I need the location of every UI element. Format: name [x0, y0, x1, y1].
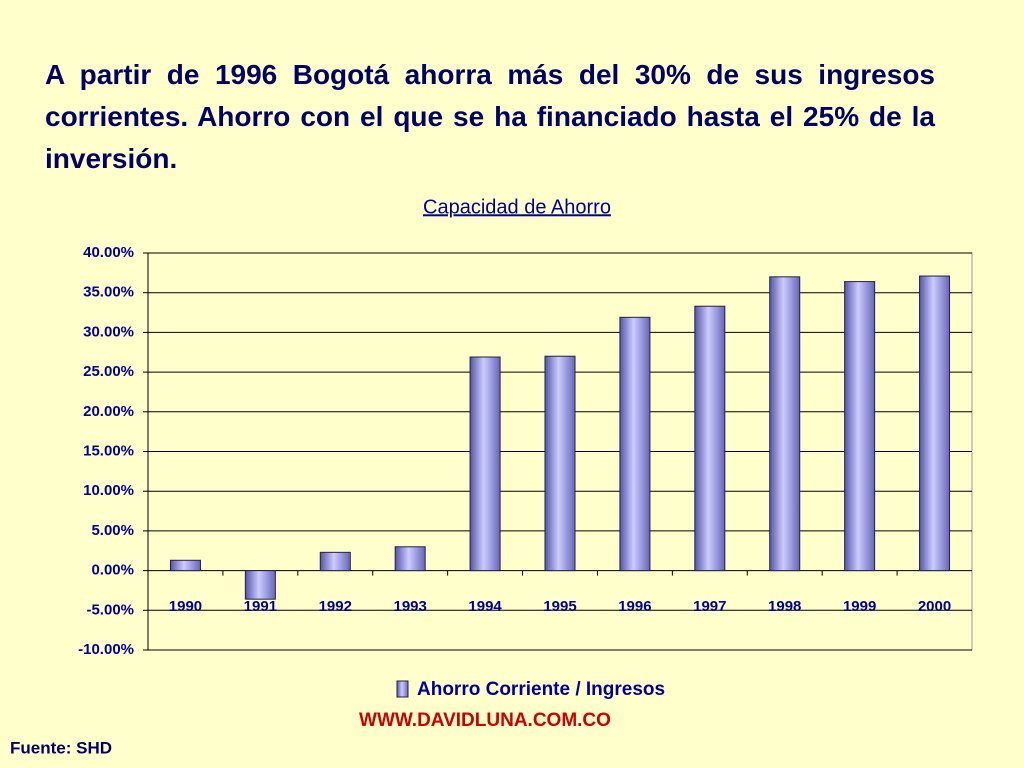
- x-tick-label: 1997: [693, 598, 726, 615]
- bar: [469, 356, 501, 572]
- legend-swatch: [396, 680, 409, 698]
- x-tick-label: 1994: [468, 598, 502, 615]
- y-tick-label: -5.00%: [86, 601, 134, 618]
- y-tick-label: 5.00%: [91, 522, 134, 539]
- bar: [694, 305, 726, 572]
- bar: [544, 355, 576, 572]
- y-tick-label: 10.00%: [83, 482, 134, 499]
- x-tick-label: 2000: [918, 598, 951, 615]
- bar: [769, 276, 801, 572]
- x-tick-label: 1990: [169, 598, 202, 615]
- x-tick-label: 1999: [843, 598, 876, 615]
- bar: [319, 551, 351, 572]
- y-tick-label: 15.00%: [83, 442, 134, 459]
- bar: [844, 281, 876, 572]
- bar: [919, 275, 951, 572]
- y-tick-label: -10.00%: [78, 641, 134, 658]
- chart-title: Capacidad de Ahorro: [423, 196, 611, 218]
- bar: [619, 316, 651, 572]
- y-tick-label: 40.00%: [83, 244, 134, 261]
- x-tick-label: 1996: [618, 598, 651, 615]
- y-tick-label: 35.00%: [83, 284, 134, 301]
- bar: [394, 546, 426, 572]
- x-tick-label: 1998: [768, 598, 801, 615]
- website: WWW.DAVIDLUNA.COM.CO: [359, 710, 611, 731]
- bar: [169, 559, 201, 572]
- y-tick-label: 25.00%: [83, 363, 134, 380]
- x-tick-label: 1995: [543, 598, 576, 615]
- bar: [244, 570, 276, 600]
- legend-label: Ahorro Corriente / Ingresos: [417, 679, 665, 700]
- y-tick-label: 20.00%: [83, 403, 134, 420]
- heading: A partir de 1996 Bogotá ahorra más del 3…: [45, 59, 935, 174]
- x-tick-label: 1991: [244, 598, 277, 615]
- y-tick-label: 0.00%: [91, 562, 134, 579]
- x-tick-label: 1993: [393, 598, 426, 615]
- source: Fuente: SHD: [10, 738, 112, 757]
- y-tick-label: 30.00%: [83, 323, 134, 340]
- x-tick-label: 1992: [319, 598, 352, 615]
